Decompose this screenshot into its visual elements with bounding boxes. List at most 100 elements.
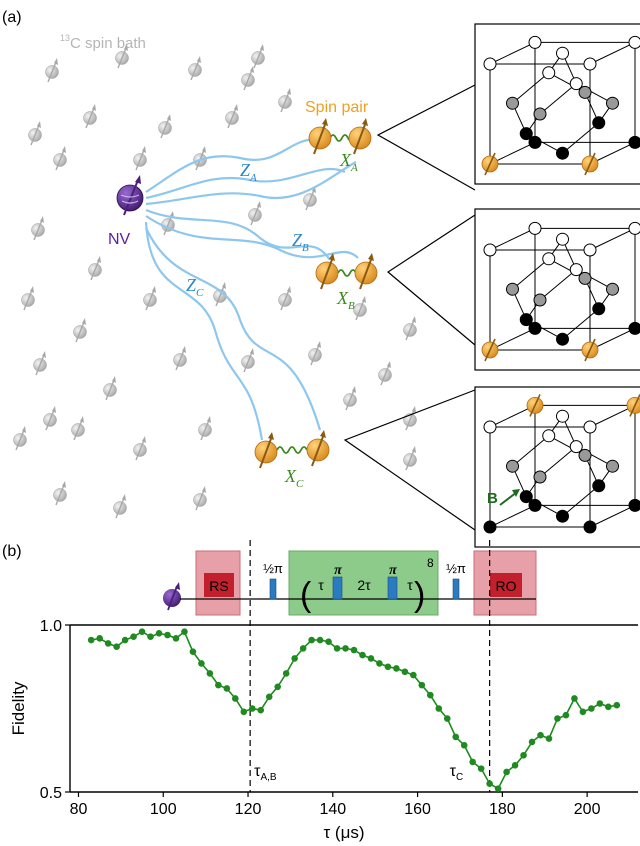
data-point [350, 646, 358, 654]
x-tick-label: 80 [70, 801, 88, 818]
bath-spin [241, 348, 255, 373]
data-point [147, 633, 154, 640]
lattice-inset [474, 208, 640, 371]
half-pi-pulse-left [269, 578, 277, 600]
data-point [613, 701, 621, 709]
x-tick-label: 100 [150, 801, 177, 818]
data-point [384, 663, 392, 671]
bath-spin [33, 351, 47, 376]
bath-spin [198, 416, 212, 441]
bath-spin [403, 406, 417, 431]
half-pi-label-left: ½π [263, 561, 283, 576]
bath-spin [158, 114, 172, 139]
x-label-b: XB [336, 288, 355, 312]
bath-spin [308, 341, 322, 366]
data-point [96, 635, 103, 642]
nv-spin [116, 175, 144, 216]
data-point [410, 671, 417, 679]
bath-spin [31, 216, 45, 241]
bath-spin [143, 286, 157, 311]
bath-spin [353, 296, 367, 321]
bath-spin [88, 256, 102, 281]
spin-bath-label: 13C spin bath [60, 33, 146, 52]
bath-spin [403, 446, 417, 471]
data-point [181, 628, 188, 635]
data-point [282, 670, 290, 677]
data-point [452, 733, 460, 741]
data-point [537, 731, 544, 739]
data-point [562, 711, 570, 719]
field-arrow-head [512, 489, 520, 497]
bath-spin [248, 201, 262, 226]
coupling-line-a1 [145, 138, 321, 193]
data-point [206, 670, 214, 677]
callout-lines [343, 84, 476, 531]
pi-pulse-2 [387, 576, 398, 600]
bath-spin [73, 318, 87, 343]
fidelity-series-line [91, 630, 617, 790]
lattice-inset [474, 386, 640, 548]
bath-spin [113, 494, 127, 519]
data-point [240, 708, 248, 716]
data-point [520, 751, 527, 759]
data-point [596, 700, 604, 707]
coupling-line-c2 [145, 227, 322, 431]
data-point [113, 643, 120, 651]
data-point [571, 695, 578, 702]
nv-spin-small [163, 582, 181, 611]
data-point [325, 638, 332, 645]
tau-right-label: τ [407, 577, 413, 593]
data-point [248, 705, 256, 712]
bath-spin [133, 436, 147, 461]
data-point [104, 640, 112, 647]
data-point [460, 741, 468, 749]
data-point [308, 636, 315, 644]
data-point [274, 683, 282, 691]
rs-label: RS [209, 578, 228, 594]
field-arrow [499, 491, 518, 506]
data-point [189, 648, 197, 656]
data-point [477, 765, 485, 772]
x-tick-label: 160 [404, 801, 431, 818]
data-point [376, 660, 383, 667]
bath-spin [188, 56, 202, 81]
data-point [494, 785, 502, 792]
coupling-line-a2 [145, 167, 346, 200]
x-label-a: XA [339, 150, 358, 174]
data-point [215, 681, 222, 689]
lattice-inset [474, 23, 640, 185]
x-axis-label: τ (μs) [323, 823, 364, 842]
spin-pair-b [315, 253, 378, 290]
x-label-c: XC [284, 466, 304, 490]
coupling-line-b1 [145, 208, 331, 261]
spin-pair-label: Spin pair [305, 99, 369, 116]
data-point [172, 635, 180, 642]
data-point [435, 705, 443, 712]
bath-spin [241, 66, 255, 91]
close-paren: ) [414, 576, 425, 614]
bath-spin [71, 416, 85, 441]
bath-spins [13, 44, 417, 519]
z-label-a: ZA [240, 160, 257, 184]
data-point [588, 705, 595, 712]
bath-spin [21, 286, 35, 311]
panel-a-label: (a) [2, 9, 22, 26]
coupling-lines [144, 138, 359, 441]
data-point [87, 636, 95, 644]
data-point [554, 715, 561, 722]
bath-spin [103, 376, 117, 401]
data-point [503, 768, 510, 776]
z-label-c: ZC [186, 275, 204, 299]
bath-spin [278, 88, 292, 113]
tau-ab-label: τA,B [254, 763, 277, 783]
coupling-line-c1 [144, 221, 264, 441]
y-tick-label: 0.5 [40, 785, 62, 802]
bath-spin [225, 104, 239, 129]
data-point [223, 685, 231, 692]
spin-pair-a [308, 118, 372, 155]
x-tick-label: 200 [574, 801, 601, 818]
ro-label: RO [496, 578, 517, 594]
data-point [401, 668, 409, 676]
data-point [359, 651, 366, 659]
data-point [299, 645, 307, 652]
